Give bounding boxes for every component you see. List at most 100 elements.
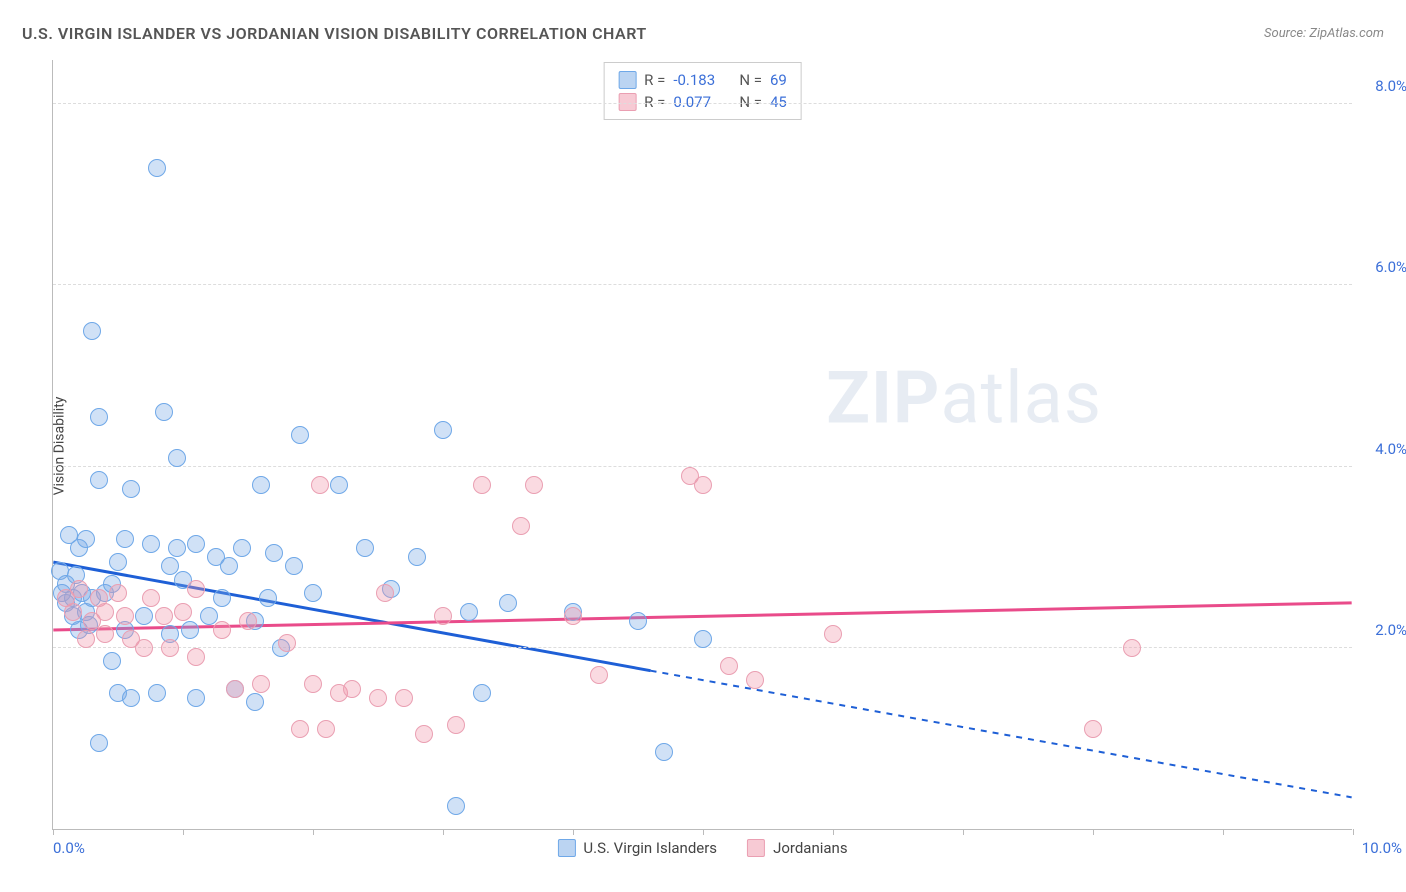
legend-swatch [618, 71, 636, 89]
data-point [746, 671, 764, 689]
data-point [213, 589, 231, 607]
y-tick-label: 2.0% [1375, 621, 1406, 639]
watermark: ZIPatlas [826, 356, 1102, 441]
correlation-legend: R =-0.183N =69R =0.077N =45 [603, 62, 802, 120]
data-point [168, 449, 186, 467]
data-point [395, 689, 413, 707]
y-tick-label: 8.0% [1375, 77, 1406, 95]
data-point [148, 159, 166, 177]
data-point [77, 630, 95, 648]
gridline [53, 466, 1352, 467]
r-value: -0.183 [673, 71, 731, 89]
data-point [473, 684, 491, 702]
data-point [77, 530, 95, 548]
trend-line-dashed [651, 671, 1352, 798]
data-point [720, 657, 738, 675]
data-point [291, 720, 309, 738]
data-point [291, 426, 309, 444]
data-point [103, 652, 121, 670]
data-point [187, 648, 205, 666]
x-axis-min-label: 0.0% [53, 839, 85, 857]
data-point [109, 584, 127, 602]
data-point [629, 612, 647, 630]
x-tick [1353, 829, 1354, 835]
data-point [122, 689, 140, 707]
data-point [252, 476, 270, 494]
data-point [135, 639, 153, 657]
data-point [1084, 720, 1102, 738]
x-tick [443, 829, 444, 835]
data-point [239, 612, 257, 630]
watermark-light: atlas [940, 356, 1102, 441]
data-point [181, 621, 199, 639]
data-point [90, 408, 108, 426]
x-tick [1093, 829, 1094, 835]
trend-lines-layer [53, 60, 1352, 829]
data-point [161, 639, 179, 657]
data-point [590, 666, 608, 684]
legend-swatch [557, 839, 575, 857]
data-point [304, 675, 322, 693]
n-value: 69 [770, 71, 787, 89]
data-point [246, 693, 264, 711]
data-point [265, 544, 283, 562]
data-point [142, 589, 160, 607]
data-point [564, 607, 582, 625]
x-tick [183, 829, 184, 835]
legend-swatch [618, 93, 636, 111]
data-point [1123, 639, 1141, 657]
x-tick [1223, 829, 1224, 835]
data-point [174, 603, 192, 621]
data-point [415, 725, 433, 743]
data-point [447, 716, 465, 734]
n-label: N = [739, 93, 762, 111]
data-point [330, 476, 348, 494]
data-point [90, 471, 108, 489]
y-tick-label: 4.0% [1375, 440, 1406, 458]
chart-title: U.S. VIRGIN ISLANDER VS JORDANIAN VISION… [22, 24, 647, 43]
data-point [96, 603, 114, 621]
data-point [278, 634, 296, 652]
x-tick [53, 829, 54, 835]
data-point [116, 607, 134, 625]
data-point [317, 720, 335, 738]
data-point [824, 625, 842, 643]
series-legend-item: U.S. Virgin Islanders [557, 839, 717, 857]
x-tick [573, 829, 574, 835]
data-point [122, 480, 140, 498]
data-point [434, 421, 452, 439]
gridline [53, 284, 1352, 285]
data-point [356, 539, 374, 557]
data-point [148, 684, 166, 702]
data-point [168, 539, 186, 557]
data-point [109, 553, 127, 571]
x-tick [833, 829, 834, 835]
legend-swatch [747, 839, 765, 857]
data-point [434, 607, 452, 625]
r-label: R = [644, 71, 665, 89]
data-point [96, 625, 114, 643]
series-legend-item: Jordanians [747, 839, 848, 857]
data-point [311, 476, 329, 494]
r-value: 0.077 [673, 93, 731, 111]
series-legend: U.S. Virgin Islanders Jordanians [557, 839, 847, 857]
data-point [70, 580, 88, 598]
r-label: R = [644, 93, 665, 111]
data-point [213, 621, 231, 639]
x-tick [703, 829, 704, 835]
data-point [655, 743, 673, 761]
series-label: U.S. Virgin Islanders [583, 839, 717, 857]
data-point [220, 557, 238, 575]
data-point [460, 603, 478, 621]
legend-row: R =0.077N =45 [618, 91, 787, 113]
data-point [135, 607, 153, 625]
data-point [473, 476, 491, 494]
x-tick [963, 829, 964, 835]
watermark-bold: ZIP [826, 356, 940, 441]
data-point [90, 734, 108, 752]
data-point [694, 630, 712, 648]
data-point [64, 603, 82, 621]
data-point [142, 535, 160, 553]
data-point [304, 584, 322, 602]
data-point [187, 580, 205, 598]
